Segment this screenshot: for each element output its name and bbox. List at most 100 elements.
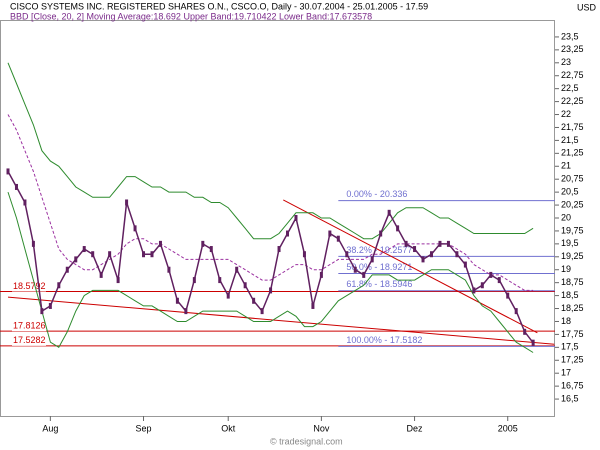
close-mark <box>446 240 450 247</box>
level-label: 17.5282 <box>13 335 46 345</box>
close-mark <box>455 251 459 258</box>
close-mark <box>167 266 171 273</box>
close-mark <box>142 251 146 258</box>
x-tick-label: Okt <box>221 423 236 433</box>
level-label-box <box>12 321 46 332</box>
close-mark <box>6 168 10 175</box>
fib-label: 61.8% - 18.5946 <box>346 279 412 289</box>
y-tick-label: 21,75 <box>561 122 584 132</box>
y-tick-label: 19 <box>561 264 571 274</box>
y-tick-label: 20,75 <box>561 174 584 184</box>
close-mark <box>150 251 154 258</box>
close-mark <box>108 251 112 258</box>
close-mark <box>125 199 129 206</box>
close-mark <box>497 277 501 284</box>
close-mark <box>430 251 433 258</box>
series-line <box>7 62 534 240</box>
close-mark <box>192 277 196 284</box>
y-tick-label: 21,25 <box>561 148 584 158</box>
fib-label: 100.00% - 17.5182 <box>346 335 422 345</box>
close-mark <box>184 308 188 315</box>
close-mark <box>158 240 162 247</box>
close-mark <box>133 225 137 232</box>
close-mark <box>396 225 400 232</box>
currency-label: USD <box>577 2 597 12</box>
close-mark <box>404 240 408 247</box>
credit: © tradesignal.com <box>270 436 343 446</box>
trend-line <box>7 296 555 345</box>
y-tick-label: 22 <box>561 109 571 119</box>
y-tick-label: 20,5 <box>561 187 579 197</box>
close-mark <box>175 297 179 304</box>
close-mark <box>74 256 78 263</box>
close-mark <box>294 215 298 221</box>
close-mark <box>370 256 374 263</box>
close-mark <box>463 261 467 268</box>
level-label-box <box>12 335 46 346</box>
close-mark <box>345 251 349 258</box>
y-tick-label: 17,25 <box>561 355 584 365</box>
level-label: 17.8126 <box>13 321 46 331</box>
close-mark <box>65 266 69 273</box>
close-mark <box>438 240 442 247</box>
y-tick-label: 19,5 <box>561 238 579 248</box>
close-mark <box>489 271 493 278</box>
y-tick-label: 21 <box>561 161 571 171</box>
close-mark <box>235 266 239 273</box>
close-mark <box>472 287 476 294</box>
close-mark <box>421 256 425 263</box>
plot-frame <box>0 20 555 417</box>
y-tick-label: 23 <box>561 57 571 67</box>
chart-title: CISCO SYSTEMS INC. REGISTERED SHARES O.N… <box>10 1 428 11</box>
y-tick-label: 17,75 <box>561 329 584 339</box>
close-mark <box>362 271 366 278</box>
close-mark <box>480 282 484 289</box>
x-tick-label: 2005 <box>498 423 518 433</box>
series-line <box>7 191 534 353</box>
close-mark <box>116 277 120 284</box>
close-mark <box>218 277 222 284</box>
close-mark <box>99 271 103 278</box>
level-label-box <box>12 281 46 292</box>
close-mark <box>82 246 86 253</box>
close-mark <box>506 292 510 299</box>
close-mark <box>201 240 205 247</box>
y-tick-label: 17,5 <box>561 342 579 352</box>
y-tick-label: 22,5 <box>561 83 579 93</box>
close-mark <box>23 199 27 206</box>
y-tick-label: 18 <box>561 316 571 326</box>
y-tick-label: 22,25 <box>561 96 584 106</box>
x-tick-label: Nov <box>313 423 330 433</box>
close-mark <box>57 282 61 289</box>
y-tick-label: 20 <box>561 212 571 222</box>
y-tick-label: 16,75 <box>561 381 584 391</box>
x-tick-label: Aug <box>42 423 58 433</box>
close-mark <box>226 292 230 299</box>
fib-label: 50.0% - 18.9271 <box>346 262 412 272</box>
y-tick-label: 21,5 <box>561 135 579 145</box>
close-mark <box>209 246 213 253</box>
x-tick-label: Sep <box>136 423 152 433</box>
close-mark <box>31 240 35 247</box>
close-mark <box>243 282 247 289</box>
close-mark <box>311 302 315 309</box>
close-mark <box>260 308 264 315</box>
close-mark <box>286 230 290 237</box>
close-mark <box>328 230 332 237</box>
y-tick-label: 17 <box>561 368 571 378</box>
y-tick-label: 18,75 <box>561 277 584 287</box>
close-mark <box>319 271 323 278</box>
y-tick-label: 22,75 <box>561 70 584 80</box>
close-mark <box>523 328 527 335</box>
close-mark <box>252 297 256 304</box>
close-mark <box>14 183 18 190</box>
x-tick-label: Dez <box>407 423 424 433</box>
close-mark <box>336 235 340 242</box>
close-mark <box>269 287 273 294</box>
y-tick-label: 16,5 <box>561 393 579 403</box>
y-tick-label: 20,25 <box>561 199 584 209</box>
y-tick-label: 23,5 <box>561 31 579 41</box>
y-tick-label: 19,25 <box>561 251 584 261</box>
